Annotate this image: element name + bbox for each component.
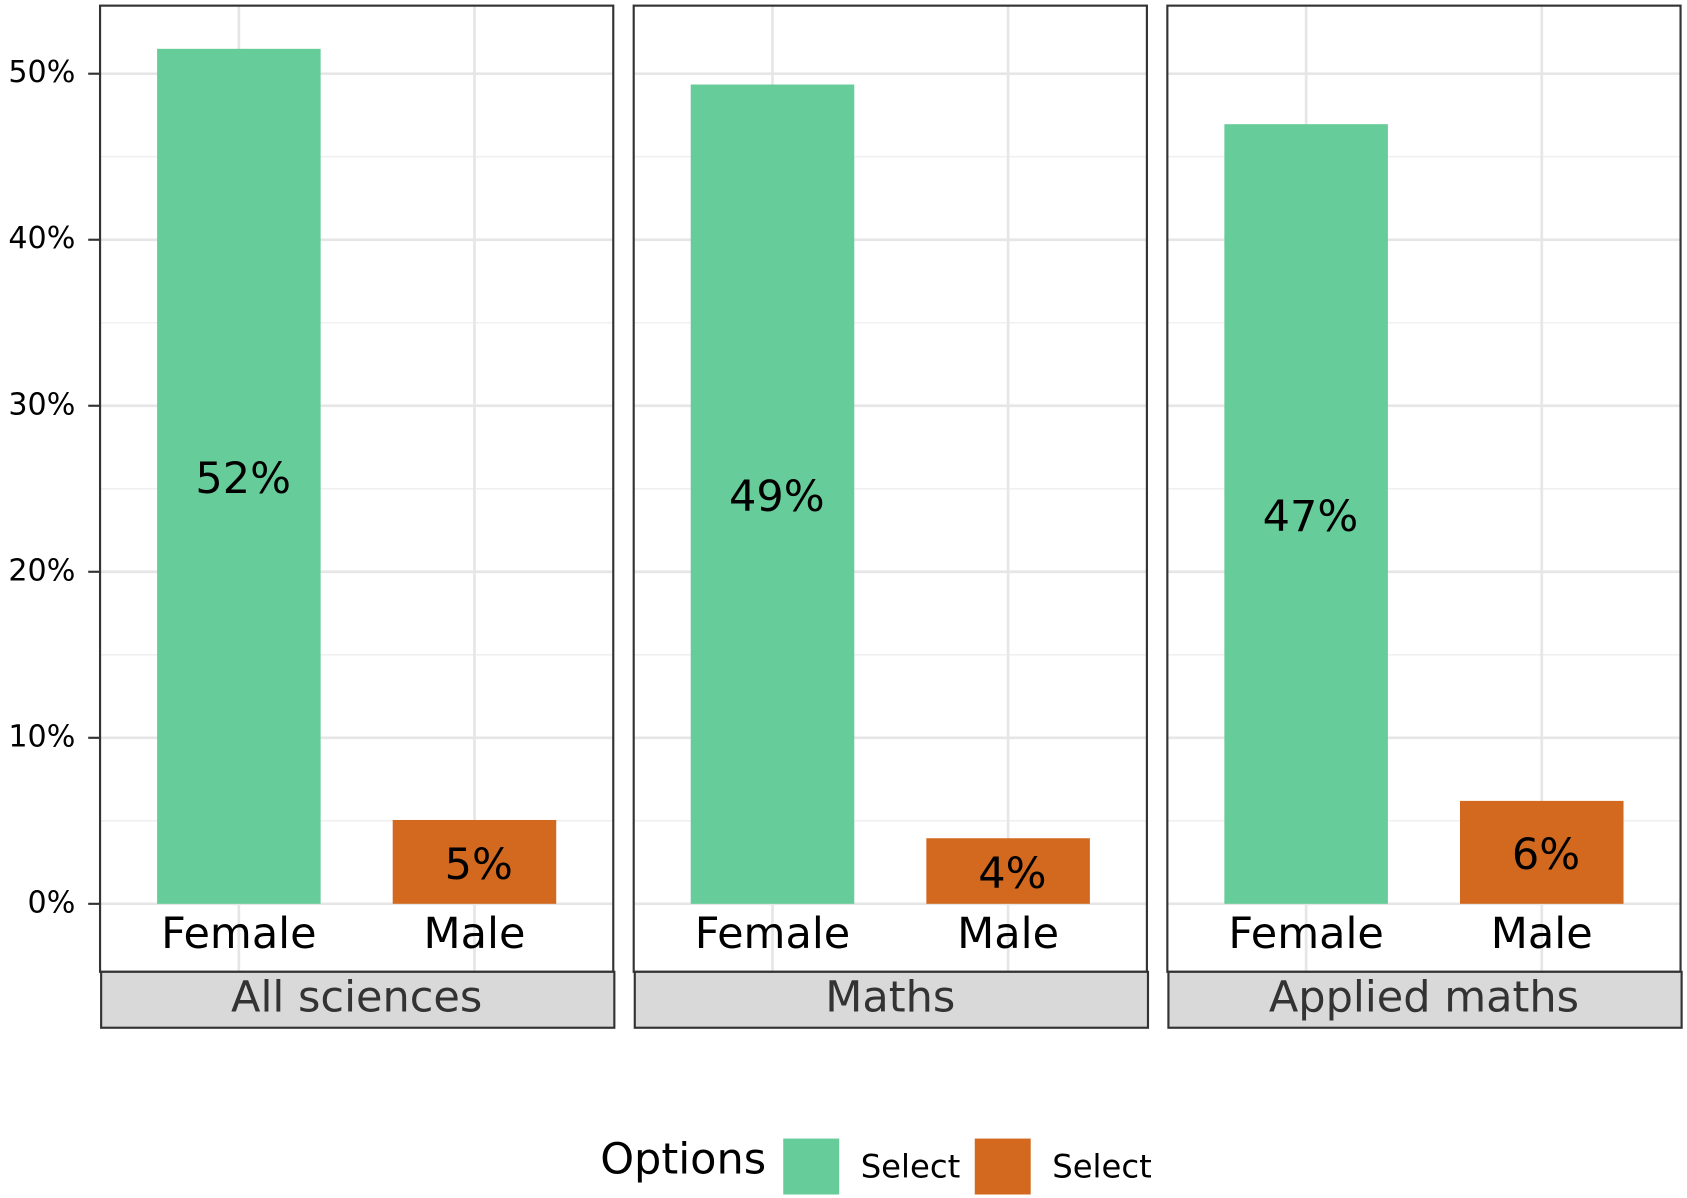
strip-label: All sciences xyxy=(231,972,482,1022)
value-label: 4% xyxy=(978,849,1046,899)
strip xyxy=(1167,970,1683,1029)
value-label: 52% xyxy=(195,454,291,504)
x-tick-label: Male xyxy=(1491,909,1593,959)
bar xyxy=(392,819,557,904)
x-tick-label: Male xyxy=(957,909,1059,959)
strip xyxy=(633,970,1150,1029)
bar xyxy=(926,838,1090,904)
y-tick-label: 10% xyxy=(8,719,75,754)
legend-label: Select xyxy=(1052,1148,1152,1186)
value-label: 47% xyxy=(1263,492,1359,542)
bar xyxy=(1459,800,1624,904)
y-tick-label: 50% xyxy=(8,55,75,90)
x-tick-label: Male xyxy=(424,909,526,959)
bar xyxy=(1224,124,1388,904)
strip-label: Applied maths xyxy=(1269,972,1579,1022)
legend-label: Select xyxy=(861,1148,961,1186)
bar xyxy=(157,48,321,904)
legend-title: Options xyxy=(600,1135,766,1185)
y-tick-label: 40% xyxy=(8,221,75,256)
strip-label: Maths xyxy=(825,972,955,1022)
x-tick-label: Female xyxy=(161,909,317,959)
value-label: 5% xyxy=(445,840,513,890)
value-label: 49% xyxy=(729,472,825,522)
legend-swatch xyxy=(783,1138,840,1195)
y-tick-label: 30% xyxy=(8,387,75,422)
y-tick-label: 20% xyxy=(8,553,75,588)
y-tick-label: 0% xyxy=(28,885,76,920)
legend-swatch xyxy=(974,1138,1031,1195)
value-label: 6% xyxy=(1512,830,1580,880)
strip xyxy=(100,970,616,1029)
x-tick-label: Female xyxy=(695,909,851,959)
bar xyxy=(690,84,855,904)
x-tick-label: Female xyxy=(1228,909,1384,959)
